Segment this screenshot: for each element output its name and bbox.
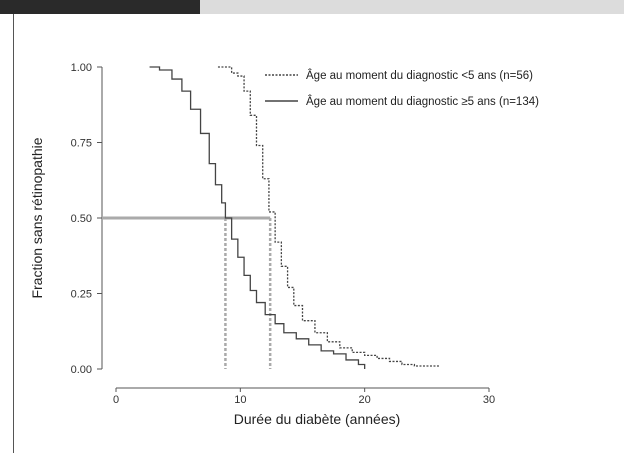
x-tick-label-10: 10 (234, 394, 246, 406)
survival-curves (149, 66, 440, 369)
y-axis-label: Fraction sans rétinopathie (29, 137, 45, 298)
chart-legend: Âge au moment du diagnostic <5 ans (n=56… (265, 69, 539, 108)
median-lines (102, 216, 272, 369)
y-tick-label-0.75: 0.75 (71, 138, 92, 150)
x-tick-label-20: 20 (359, 394, 371, 406)
legend-label-1: Âge au moment du diagnostic <5 ans (n=56… (306, 69, 533, 82)
header-bar-dark (0, 0, 200, 14)
survival-curve-2 (149, 66, 366, 369)
legend-label-2: Âge au moment du diagnostic ≥5 ans (n=13… (306, 95, 539, 108)
y-tick-label-0.25: 0.25 (71, 289, 92, 301)
x-axis-label: Durée du diabète (années) (234, 411, 401, 427)
y-tick-label-1.00: 1.00 (71, 62, 92, 74)
y-tick-label-0.00: 0.00 (71, 364, 92, 376)
header-bar-gray (200, 0, 624, 14)
x-tick-label-30: 30 (483, 394, 495, 406)
y-tick-label-0.50: 0.50 (71, 213, 92, 225)
survival-curve-1 (217, 66, 440, 367)
figure-frame-line (13, 14, 14, 453)
chart-axes: 0 10 20 30 0.00 0.25 0.50 0.75 1.00 (71, 62, 496, 406)
x-tick-label-0: 0 (113, 394, 119, 406)
